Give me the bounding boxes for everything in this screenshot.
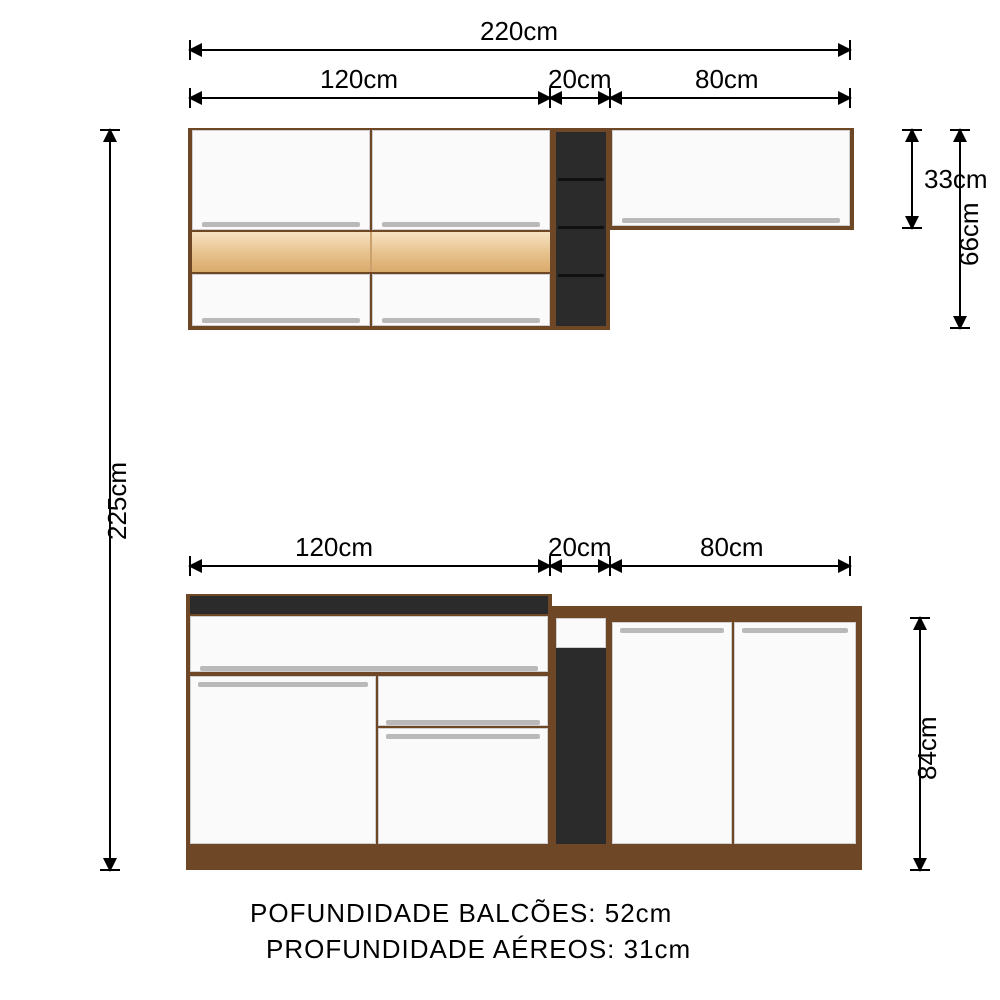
dim-top-total-label: 220cm xyxy=(480,18,558,44)
lower-niche-interior xyxy=(556,618,606,844)
lower-drawer-wide xyxy=(190,616,548,672)
dim-lower-mid-label: 20cm xyxy=(548,534,612,560)
diagram-stage: 220cm 120cm 20cm 80cm 3 xyxy=(0,0,1000,1000)
dim-lower-left-label: 120cm xyxy=(295,534,373,560)
lower-door-left xyxy=(190,676,376,844)
lower-right-door-2 xyxy=(734,622,856,844)
dim-lower-right-label: 80cm xyxy=(700,534,764,560)
lower-niche-drawer xyxy=(556,618,606,648)
dim-lower-height-label: 84cm xyxy=(914,716,940,780)
lower-drawer-1 xyxy=(378,676,548,726)
dim-top-left-label: 120cm xyxy=(320,66,398,92)
caption-line-2: PROFUNDIDADE AÉREOS: 31cm xyxy=(266,934,691,965)
upper-door-2 xyxy=(372,130,550,230)
upper-door-1 xyxy=(192,130,370,230)
dim-total-height-label: 225cm xyxy=(104,462,130,540)
lower-right-door-1 xyxy=(612,622,732,844)
dim-upper-66-label: 66cm xyxy=(956,202,982,266)
dim-top-mid-label: 20cm xyxy=(548,66,612,92)
lower-drawer-2 xyxy=(378,728,548,844)
dim-top-right-label: 80cm xyxy=(695,66,759,92)
caption-line-1: POFUNDIDADE BALCÕES: 52cm xyxy=(250,898,672,929)
dim-upper-33-label: 33cm xyxy=(924,166,988,192)
lower-left-top xyxy=(190,596,548,614)
upper-right-door xyxy=(612,130,850,226)
upper-shelf-interior xyxy=(556,132,606,326)
